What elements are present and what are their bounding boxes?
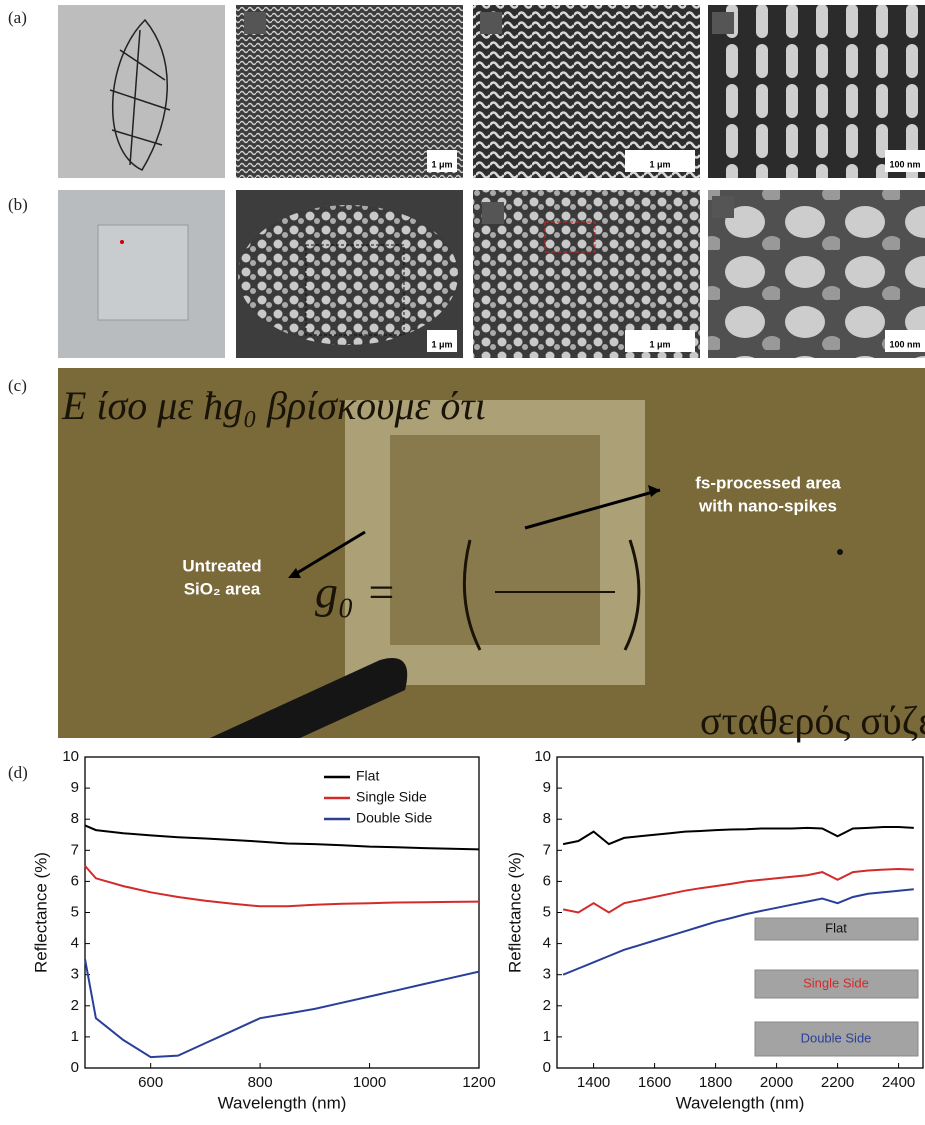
sem-crater bbox=[238, 205, 458, 345]
series-line bbox=[563, 827, 914, 844]
y-tick-label: 1 bbox=[71, 1028, 79, 1045]
y-tick-label: 7 bbox=[543, 841, 551, 858]
x-axis-label: Wavelength (nm) bbox=[676, 1093, 805, 1112]
y-tick-label: 0 bbox=[71, 1059, 79, 1076]
x-tick-label: 1400 bbox=[577, 1074, 610, 1091]
y-tick-label: 10 bbox=[534, 748, 551, 765]
figure: (a) 1 μm 1 μm 100 nm (b) 1 μm 1 μm 100 n… bbox=[0, 0, 925, 1120]
inset-box bbox=[480, 12, 502, 34]
y-axis-label: Reflectance (%) bbox=[505, 852, 524, 973]
x-tick-label: 800 bbox=[248, 1074, 273, 1091]
marker-dot bbox=[120, 240, 124, 244]
panel-label: (a) bbox=[8, 8, 27, 27]
y-tick-label: 0 bbox=[543, 1059, 551, 1076]
scale-bar-label: 1 μm bbox=[649, 159, 670, 169]
inset-box bbox=[482, 202, 504, 224]
y-tick-label: 5 bbox=[543, 903, 551, 920]
y-tick-label: 3 bbox=[543, 966, 551, 983]
y-tick-label: 3 bbox=[71, 966, 79, 983]
y-tick-label: 8 bbox=[71, 810, 79, 827]
scale-bar-label: 1 μm bbox=[649, 339, 670, 349]
scale-bar-label: 100 nm bbox=[889, 159, 920, 169]
inset-box bbox=[712, 12, 734, 34]
scale-bar-label: 1 μm bbox=[431, 339, 452, 349]
legend-label: Flat bbox=[356, 768, 379, 784]
y-tick-label: 6 bbox=[543, 872, 551, 889]
photo-text: E ίσο με ħg₀ βρίσκουμε ότι bbox=[61, 383, 486, 428]
y-tick-label: 10 bbox=[62, 748, 79, 765]
x-tick-label: 1000 bbox=[353, 1074, 386, 1091]
scale-bar-label: 100 nm bbox=[889, 339, 920, 349]
annotation: fs-processed area bbox=[695, 473, 841, 492]
y-tick-label: 6 bbox=[71, 872, 79, 889]
y-tick-label: 9 bbox=[71, 779, 79, 796]
inset-box bbox=[244, 12, 266, 34]
inset-box bbox=[712, 196, 734, 218]
x-tick-label: 2400 bbox=[882, 1074, 915, 1091]
y-tick-label: 9 bbox=[543, 779, 551, 796]
panel-label: (c) bbox=[8, 376, 27, 395]
x-tick-label: 2200 bbox=[821, 1074, 854, 1091]
processed-area bbox=[390, 435, 600, 645]
legend-label: Double Side bbox=[356, 810, 432, 826]
annotation: Untreated bbox=[182, 556, 261, 575]
legend-label: Double Side bbox=[801, 1030, 872, 1045]
x-tick-label: 1800 bbox=[699, 1074, 732, 1091]
x-tick-label: 1600 bbox=[638, 1074, 671, 1091]
photo-text: σταθερός σύζευξης ατόμ bbox=[700, 698, 925, 743]
wing-photo bbox=[58, 5, 225, 178]
photo-text: g₀ = bbox=[315, 567, 397, 618]
legend-label: Flat bbox=[825, 920, 847, 935]
y-tick-label: 2 bbox=[71, 997, 79, 1014]
series-line bbox=[85, 866, 479, 906]
series-line bbox=[563, 869, 914, 913]
y-tick-label: 4 bbox=[71, 935, 79, 952]
dot bbox=[837, 549, 843, 555]
panel-label: (d) bbox=[8, 763, 28, 782]
annotation: SiO₂ area bbox=[184, 579, 261, 598]
x-tick-label: 2000 bbox=[760, 1074, 793, 1091]
x-tick-label: 600 bbox=[138, 1074, 163, 1091]
series-line bbox=[85, 959, 479, 1057]
legend-label: Single Side bbox=[356, 789, 427, 805]
y-tick-label: 1 bbox=[543, 1028, 551, 1045]
y-tick-label: 7 bbox=[71, 841, 79, 858]
page: (a) 1 μm 1 μm 100 nm (b) 1 μm 1 μm 100 n… bbox=[0, 0, 925, 1120]
y-axis-label: Reflectance (%) bbox=[31, 852, 50, 973]
y-tick-label: 4 bbox=[543, 935, 551, 952]
legend-label: Single Side bbox=[803, 975, 869, 990]
y-tick-label: 5 bbox=[71, 903, 79, 920]
series-line bbox=[85, 825, 479, 849]
plot-frame bbox=[557, 757, 923, 1068]
x-axis-label: Wavelength (nm) bbox=[218, 1093, 347, 1112]
sample-square bbox=[98, 225, 188, 320]
y-tick-label: 2 bbox=[543, 997, 551, 1014]
scale-bar-label: 1 μm bbox=[431, 159, 452, 169]
y-tick-label: 8 bbox=[543, 810, 551, 827]
panel-label: (b) bbox=[8, 195, 28, 214]
annotation: with nano-spikes bbox=[698, 496, 837, 515]
x-tick-label: 1200 bbox=[462, 1074, 495, 1091]
